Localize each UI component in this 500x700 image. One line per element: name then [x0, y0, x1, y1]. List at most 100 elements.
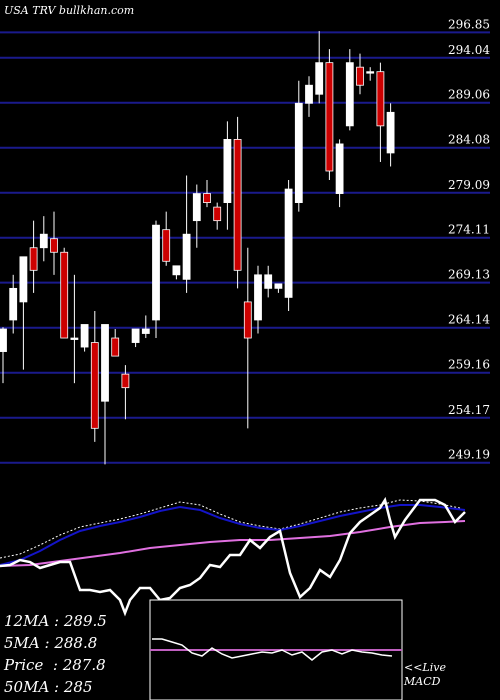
candle-body [243, 301, 252, 339]
candle-body [101, 324, 109, 402]
candle [50, 211, 58, 275]
candle-body [315, 62, 324, 95]
y-tick-label: 269.13 [448, 268, 490, 282]
candle-body [131, 328, 140, 343]
candle-body [284, 188, 293, 298]
candle-body [356, 66, 364, 86]
candle [172, 265, 181, 280]
candle [294, 80, 303, 212]
candle-body [223, 138, 232, 203]
y-tick-label: 259.16 [448, 358, 490, 372]
candle [141, 315, 150, 339]
candle [305, 76, 313, 117]
y-tick-label: 296.85 [448, 17, 490, 31]
candle-body [233, 138, 242, 271]
candle-body [264, 274, 273, 289]
candle [60, 247, 69, 339]
candle-body [29, 247, 38, 271]
candle-body [121, 373, 130, 389]
candle-body [90, 342, 99, 429]
candle [70, 274, 79, 384]
candle-body [254, 274, 262, 321]
candle [213, 202, 222, 230]
candle [233, 116, 242, 289]
macd-line [152, 638, 393, 661]
candle-body [162, 229, 171, 262]
candle [0, 327, 7, 384]
candle [80, 324, 89, 352]
y-tick-label: 254.17 [448, 403, 490, 417]
ma5-readout: 5MA : 288.8 [4, 634, 98, 652]
candle-body [172, 265, 181, 276]
y-tick-labels: 296.85 294.04 289.06 284.08 279.09 274.11 269.… [448, 17, 490, 461]
candle [386, 103, 395, 167]
candle [284, 180, 293, 311]
candle-body [325, 62, 334, 172]
candle-body [141, 328, 150, 334]
candle [325, 49, 334, 181]
candle-body [111, 337, 120, 357]
macd-label: MACD [404, 675, 441, 688]
candle-body [335, 143, 344, 194]
candle-body [386, 111, 395, 154]
ma-pink-line [0, 520, 466, 567]
candle [162, 211, 171, 266]
candle [152, 220, 160, 339]
candle [335, 139, 344, 208]
candle-body [376, 71, 385, 127]
candle-body [70, 337, 79, 340]
oscillator-line [0, 496, 466, 617]
candle-body [305, 84, 313, 104]
candle-body [274, 283, 283, 289]
candle [356, 53, 364, 95]
macd-live-label: <<Live [404, 661, 446, 674]
price-readout: Price : 287.8 [4, 656, 106, 674]
candle [274, 283, 283, 293]
candle [223, 121, 232, 230]
candle [131, 328, 140, 348]
candle-body [213, 206, 222, 222]
ma-blue-line [0, 504, 466, 566]
candle [254, 265, 262, 334]
candle-body [50, 238, 58, 253]
candle-body [192, 193, 201, 222]
candle [203, 180, 211, 208]
candle [182, 175, 191, 293]
ma-dotted-line [0, 499, 461, 559]
candle-body [294, 102, 303, 203]
candle [264, 265, 273, 298]
lower-indicators [0, 496, 466, 617]
grid-lines [0, 31, 490, 464]
y-tick-label: 274.11 [448, 223, 490, 237]
candle [376, 62, 385, 162]
site-title: USA TRV bullkhan.com [4, 4, 135, 17]
y-tick-label: 294.04 [448, 43, 490, 57]
y-tick-label: 249.19 [448, 448, 490, 462]
candle-body [203, 193, 211, 203]
ma12-readout: 12MA : 289.5 [4, 612, 107, 630]
candle [315, 31, 324, 104]
candle [345, 49, 354, 131]
candle-body [60, 251, 69, 339]
candle [192, 184, 201, 248]
candle [121, 365, 130, 420]
candle-body [9, 287, 18, 321]
candle [9, 274, 18, 334]
y-tick-label: 284.08 [448, 133, 490, 147]
ma50-readout: 50MA : 285 [4, 678, 93, 696]
candle [29, 220, 38, 293]
candles [0, 31, 395, 465]
candle-body [366, 71, 375, 74]
candle-body [80, 324, 89, 348]
candle-body [182, 233, 191, 280]
candle-body [39, 233, 48, 249]
candle [366, 67, 375, 81]
candle [111, 329, 120, 357]
y-tick-label: 264.14 [448, 313, 490, 327]
candle-body [0, 328, 7, 352]
candle-body [345, 62, 354, 127]
y-tick-label: 289.06 [448, 88, 490, 102]
candle-body [19, 256, 28, 303]
